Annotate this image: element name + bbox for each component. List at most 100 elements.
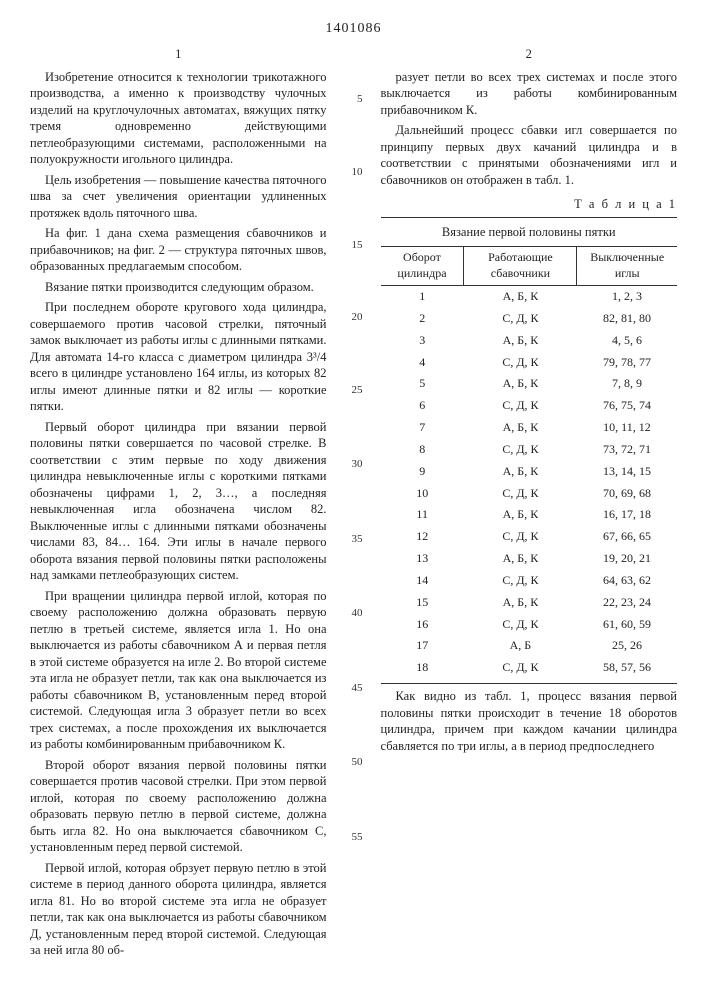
table-row: 18С, Д, К58, 57, 56 [381,657,678,679]
line-number: 50 [345,755,363,770]
table-row: 7А, Б, К10, 11, 12 [381,417,678,439]
para: Вязание пятки производится следующим обр… [30,279,327,296]
line-number: 25 [345,383,363,398]
table-row: 17А, Б25, 26 [381,635,678,657]
table-cell: С, Д, К [464,614,577,636]
table-row: 9А, Б, К13, 14, 15 [381,461,678,483]
table-row: 3А, Б, К4, 5, 6 [381,330,678,352]
table-row: 2С, Д, К82, 81, 80 [381,308,678,330]
table-cell: 25, 26 [577,635,677,657]
table-row: 11А, Б, К16, 17, 18 [381,504,678,526]
table-cell: 2 [381,308,464,330]
table-cell: С, Д, К [464,570,577,592]
table-cell: 14 [381,570,464,592]
para: Изобретение относится к технологии трико… [30,69,327,168]
table-cell: 82, 81, 80 [577,308,677,330]
line-number: 20 [345,310,363,325]
line-number: 35 [345,532,363,547]
table-cell: 18 [381,657,464,679]
table-header: Оборот цилиндра [381,247,464,286]
table-cell: А, Б, К [464,417,577,439]
table-label: Т а б л и ц а 1 [381,196,678,213]
table-cell: 3 [381,330,464,352]
left-column: 1 Изобретение относится к технологии три… [30,46,327,963]
two-column-layout: 1 Изобретение относится к технологии три… [30,46,677,963]
table-row: 8С, Д, К73, 72, 71 [381,439,678,461]
table-cell: 5 [381,373,464,395]
table-row: 15А, Б, К22, 23, 24 [381,592,678,614]
para: Дальнейший процесс сбавки игл совершаетс… [381,122,678,188]
table-cell: 61, 60, 59 [577,614,677,636]
table-cell: С, Д, К [464,483,577,505]
table-row: 1А, Б, К1, 2, 3 [381,286,678,308]
table-cell: А, Б, К [464,504,577,526]
para: разует петли во всех трех системах и пос… [381,69,678,119]
table-cell: 67, 66, 65 [577,526,677,548]
table-cell: 15 [381,592,464,614]
table-cell: 58, 57, 56 [577,657,677,679]
table-cell: А, Б, К [464,286,577,308]
table-cell: 10, 11, 12 [577,417,677,439]
table-cell: А, Б, К [464,330,577,352]
table-cell: 13, 14, 15 [577,461,677,483]
table-row: 14С, Д, К64, 63, 62 [381,570,678,592]
table-cell: С, Д, К [464,439,577,461]
table-cell: 17 [381,635,464,657]
line-number: 30 [345,457,363,472]
para: При последнем обороте кругового хода цил… [30,299,327,415]
right-column: 2 разует петли во всех трех системах и п… [381,46,678,963]
table-cell: 6 [381,395,464,417]
table-row: 12С, Д, К67, 66, 65 [381,526,678,548]
table-cell: 64, 63, 62 [577,570,677,592]
table-cell: А, Б, К [464,548,577,570]
line-number: 10 [345,165,363,180]
table-cell: 12 [381,526,464,548]
table-cell: С, Д, К [464,352,577,374]
left-column-number: 1 [30,46,327,63]
para: Второй оборот вязания первой половины пя… [30,757,327,856]
table-cell: 13 [381,548,464,570]
table-header: Работающие сбавочники [464,247,577,286]
table-cell: 10 [381,483,464,505]
table-cell: 1 [381,286,464,308]
table-cell: С, Д, К [464,308,577,330]
para: Цель изобретения — повышение качества пя… [30,172,327,222]
table-cell: А, Б [464,635,577,657]
line-number: 5 [345,92,363,107]
table-cell: 4, 5, 6 [577,330,677,352]
table-row: 6С, Д, К76, 75, 74 [381,395,678,417]
table-cell: 7 [381,417,464,439]
table-cell: 70, 69, 68 [577,483,677,505]
table-header: Выключенные иглы [577,247,677,286]
data-table: Оборот цилиндра Работающие сбавочники Вы… [381,246,678,679]
line-number: 45 [345,681,363,696]
table-cell: С, Д, К [464,657,577,679]
table-cell: 4 [381,352,464,374]
table-cell: 19, 20, 21 [577,548,677,570]
table-cell: 79, 78, 77 [577,352,677,374]
right-column-number: 2 [381,46,678,63]
table-cell: 8 [381,439,464,461]
table-cell: 76, 75, 74 [577,395,677,417]
para: При вращении цилиндра первой иглой, кото… [30,588,327,753]
line-number: 15 [345,238,363,253]
table-row: 5А, Б, К7, 8, 9 [381,373,678,395]
table-cell: 16 [381,614,464,636]
line-number: 55 [345,830,363,845]
table-cell: С, Д, К [464,395,577,417]
table-rule [381,217,678,218]
table-cell: 11 [381,504,464,526]
table-cell: 9 [381,461,464,483]
table-cell: 73, 72, 71 [577,439,677,461]
para: Как видно из табл. 1, процесс вязания пе… [381,688,678,754]
table-caption: Вязание первой половины пятки [381,224,678,241]
table-row: 4С, Д, К79, 78, 77 [381,352,678,374]
table-cell: А, Б, К [464,592,577,614]
table-cell: 22, 23, 24 [577,592,677,614]
para: На фиг. 1 дана схема размещения сбавочни… [30,225,327,275]
table-row: 13А, Б, К19, 20, 21 [381,548,678,570]
table-cell: 7, 8, 9 [577,373,677,395]
table-row: 10С, Д, К70, 69, 68 [381,483,678,505]
table-row: 16С, Д, К61, 60, 59 [381,614,678,636]
table-cell: 16, 17, 18 [577,504,677,526]
